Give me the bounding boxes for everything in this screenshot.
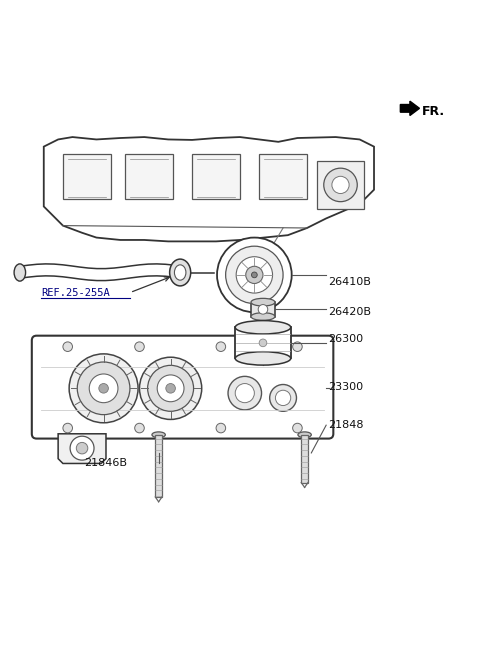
Bar xyxy=(301,435,308,483)
Bar xyxy=(63,154,111,199)
Text: 21846B: 21846B xyxy=(84,459,128,468)
Circle shape xyxy=(216,423,226,433)
Circle shape xyxy=(76,442,88,454)
Ellipse shape xyxy=(235,351,291,365)
FancyBboxPatch shape xyxy=(32,336,333,439)
Circle shape xyxy=(246,266,263,284)
Circle shape xyxy=(236,257,273,293)
Circle shape xyxy=(166,384,175,393)
Ellipse shape xyxy=(251,298,275,306)
Circle shape xyxy=(69,354,138,423)
Text: 21848: 21848 xyxy=(328,420,364,430)
Circle shape xyxy=(140,357,202,419)
Circle shape xyxy=(258,305,268,314)
Bar xyxy=(156,435,162,497)
Circle shape xyxy=(157,375,184,401)
Circle shape xyxy=(235,384,254,403)
Circle shape xyxy=(293,423,302,433)
Circle shape xyxy=(293,342,302,351)
Bar xyxy=(125,154,173,199)
Circle shape xyxy=(217,238,292,312)
Text: REF.25-255A: REF.25-255A xyxy=(41,288,110,298)
Circle shape xyxy=(63,342,72,351)
Circle shape xyxy=(228,376,262,410)
Text: 26410B: 26410B xyxy=(328,277,372,286)
Ellipse shape xyxy=(235,321,291,334)
Circle shape xyxy=(148,365,193,411)
Ellipse shape xyxy=(14,264,25,281)
Bar xyxy=(192,154,240,199)
Ellipse shape xyxy=(152,432,165,438)
Circle shape xyxy=(63,423,72,433)
Circle shape xyxy=(77,362,130,415)
Polygon shape xyxy=(44,137,374,241)
Circle shape xyxy=(259,339,267,347)
Circle shape xyxy=(324,168,357,202)
Bar xyxy=(235,327,291,359)
Circle shape xyxy=(70,436,94,460)
Text: 23300: 23300 xyxy=(328,382,364,392)
Circle shape xyxy=(135,342,144,351)
Ellipse shape xyxy=(251,313,275,321)
Bar xyxy=(259,154,307,199)
Circle shape xyxy=(216,342,226,351)
Ellipse shape xyxy=(169,259,191,286)
Circle shape xyxy=(276,390,291,405)
Circle shape xyxy=(99,384,108,393)
Circle shape xyxy=(252,272,257,278)
Ellipse shape xyxy=(298,432,312,438)
Ellipse shape xyxy=(174,265,186,280)
Circle shape xyxy=(135,423,144,433)
Text: 26420B: 26420B xyxy=(328,307,372,317)
Bar xyxy=(251,302,275,317)
Text: FR.: FR. xyxy=(422,104,445,118)
Circle shape xyxy=(89,374,118,403)
Circle shape xyxy=(226,246,283,304)
Bar xyxy=(317,161,364,209)
Circle shape xyxy=(270,384,297,411)
Polygon shape xyxy=(58,434,106,463)
Circle shape xyxy=(332,176,349,194)
Polygon shape xyxy=(400,101,420,116)
Text: 26300: 26300 xyxy=(328,334,364,344)
